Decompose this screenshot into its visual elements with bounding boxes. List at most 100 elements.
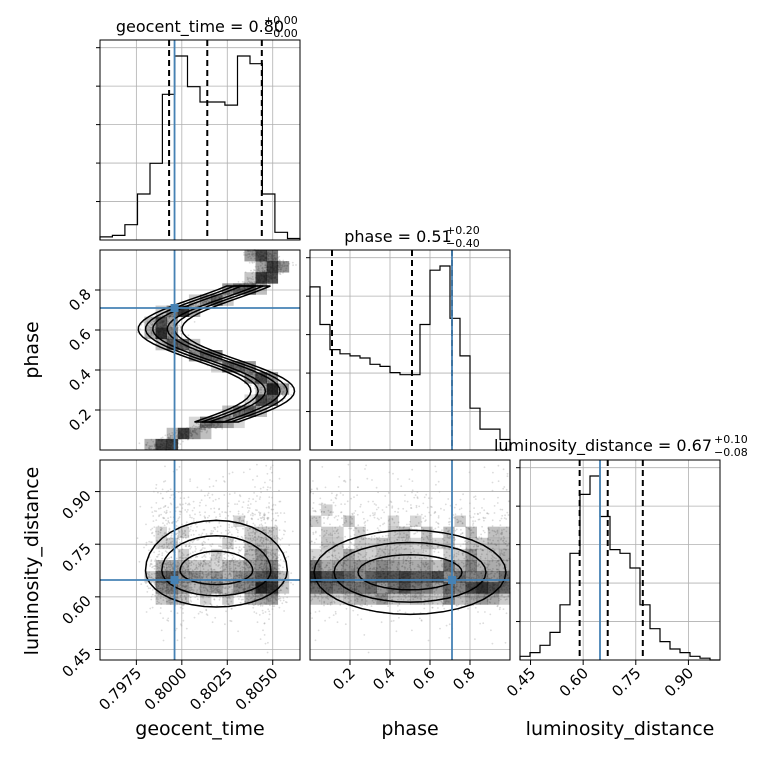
scatter-point bbox=[263, 622, 266, 625]
scatter-point bbox=[279, 260, 282, 262]
scatter-point bbox=[274, 519, 277, 522]
scatter-point bbox=[190, 351, 193, 353]
scatter-point bbox=[252, 478, 254, 481]
scatter-point bbox=[161, 557, 163, 560]
scatter-point bbox=[214, 498, 217, 501]
scatter-point bbox=[242, 546, 245, 549]
scatter-point bbox=[252, 253, 255, 256]
scatter-point bbox=[234, 540, 237, 543]
scatter-point bbox=[291, 530, 294, 533]
scatter-point bbox=[154, 444, 157, 446]
scatter-point bbox=[145, 544, 148, 546]
scatter-point bbox=[220, 532, 223, 534]
scatter-point bbox=[251, 281, 253, 284]
scatter-point bbox=[236, 531, 239, 534]
scatter-point bbox=[167, 620, 170, 622]
scatter-point bbox=[138, 442, 141, 445]
scatter-point bbox=[245, 369, 248, 372]
scatter-point bbox=[229, 510, 232, 513]
density-cell bbox=[266, 261, 279, 273]
scatter-point bbox=[206, 494, 209, 497]
scatter-point bbox=[167, 336, 170, 339]
scatter-point bbox=[164, 339, 167, 341]
scatter-point bbox=[188, 431, 191, 434]
scatter-point bbox=[251, 262, 254, 264]
scatter-point bbox=[168, 527, 171, 530]
scatter-point bbox=[249, 370, 252, 373]
scatter-point bbox=[214, 528, 217, 531]
scatter-point bbox=[240, 598, 243, 601]
density-cell bbox=[255, 272, 267, 284]
scatter-point bbox=[170, 332, 173, 334]
scatter-point bbox=[162, 522, 164, 525]
scatter-point bbox=[279, 266, 282, 269]
scatter-point bbox=[151, 593, 154, 596]
scatter-point bbox=[219, 515, 222, 517]
scatter-point bbox=[261, 604, 264, 607]
scatter-point bbox=[151, 322, 154, 325]
scatter-point bbox=[152, 320, 155, 323]
scatter-point bbox=[215, 593, 218, 596]
scatter-point bbox=[269, 468, 272, 470]
scatter-point bbox=[255, 612, 258, 615]
scatter-point bbox=[262, 268, 264, 270]
scatter-point bbox=[189, 547, 192, 550]
scatter-point bbox=[220, 545, 223, 548]
scatter-point bbox=[278, 568, 280, 571]
scatter-point bbox=[231, 526, 233, 528]
scatter-point bbox=[227, 415, 230, 418]
density-cell bbox=[200, 427, 212, 440]
scatter-point bbox=[225, 529, 227, 532]
scatter-point bbox=[218, 522, 221, 524]
scatter-point bbox=[171, 331, 173, 333]
scatter-point bbox=[236, 503, 239, 505]
scatter-point bbox=[179, 443, 182, 445]
scatter-point bbox=[169, 496, 172, 499]
scatter-point bbox=[175, 627, 178, 630]
scatter-point bbox=[227, 417, 230, 420]
scatter-point bbox=[292, 583, 294, 586]
scatter-point bbox=[165, 340, 168, 343]
scatter-point bbox=[256, 621, 259, 624]
scatter-point bbox=[246, 522, 248, 525]
scatter-point bbox=[169, 314, 172, 317]
scatter-point bbox=[278, 606, 281, 609]
scatter-point bbox=[212, 500, 215, 502]
scatter-point bbox=[283, 262, 285, 265]
scatter-point bbox=[271, 496, 273, 499]
scatter-point bbox=[201, 301, 204, 304]
scatter-point bbox=[278, 266, 281, 268]
density-cell bbox=[266, 383, 279, 395]
scatter-point bbox=[268, 502, 270, 504]
scatter-point bbox=[175, 557, 178, 560]
scatter-point bbox=[170, 434, 172, 437]
scatter-point bbox=[170, 503, 173, 506]
scatter-point bbox=[266, 488, 269, 491]
scatter-point bbox=[209, 544, 212, 546]
scatter-point bbox=[219, 536, 222, 539]
scatter-point bbox=[248, 373, 251, 375]
scatter-point bbox=[279, 538, 282, 541]
scatter-point bbox=[165, 490, 168, 493]
scatter-point bbox=[247, 277, 250, 280]
scatter-point bbox=[161, 554, 164, 557]
scatter-point bbox=[224, 417, 227, 419]
scatter-point bbox=[249, 468, 251, 471]
scatter-point bbox=[150, 323, 153, 326]
scatter-point bbox=[189, 430, 191, 432]
scatter-point bbox=[228, 531, 231, 534]
scatter-point bbox=[279, 597, 282, 600]
scatter-point bbox=[254, 250, 256, 252]
scatter-point bbox=[171, 435, 174, 437]
scatter-point bbox=[194, 303, 196, 306]
scatter-point bbox=[203, 427, 206, 430]
scatter-point bbox=[194, 431, 197, 434]
scatter-point bbox=[237, 529, 239, 532]
scatter-point bbox=[203, 300, 206, 303]
scatter-point bbox=[190, 432, 192, 435]
scatter-point bbox=[264, 522, 267, 524]
scatter-point bbox=[264, 264, 267, 266]
scatter-point bbox=[255, 500, 257, 503]
scatter-point bbox=[261, 524, 264, 527]
density-cell bbox=[244, 250, 256, 262]
